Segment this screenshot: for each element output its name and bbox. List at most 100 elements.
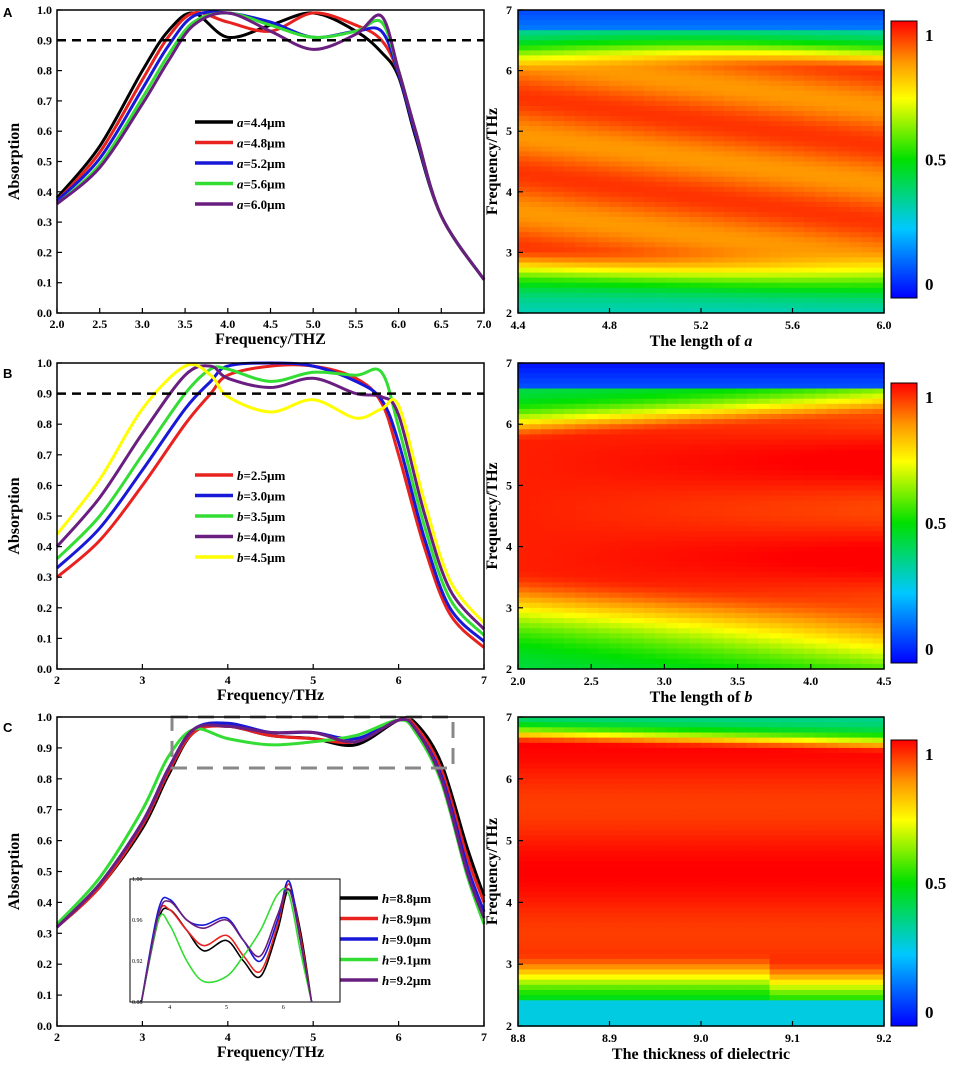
heat-cell (826, 35, 839, 41)
heat-cell (575, 618, 588, 624)
heat-cell (632, 232, 645, 238)
heat-cell (575, 297, 588, 304)
heat-cell (529, 536, 542, 543)
heat-cell (678, 201, 691, 208)
heat-cell (758, 151, 771, 157)
heat-cell (769, 414, 782, 420)
heat-cell (643, 106, 656, 112)
heat-cell (861, 257, 874, 263)
heat-cell (746, 378, 759, 384)
heat-cell (518, 907, 530, 914)
heat-cell (792, 50, 805, 56)
heat-cell (632, 773, 645, 780)
panel-letter: A (3, 5, 13, 20)
heat-cell (781, 116, 794, 122)
heat-cell (620, 943, 633, 950)
heat-cell (540, 747, 553, 754)
heat-cell (552, 974, 565, 981)
heat-cell (838, 393, 851, 400)
heat-cell (689, 292, 702, 299)
heat-cell (655, 768, 668, 775)
heat-cell (826, 597, 839, 604)
heat-cell (861, 408, 874, 415)
heat-cell (598, 592, 611, 599)
heat-cell (758, 638, 771, 645)
heat-cell (769, 378, 782, 384)
heat-cell (701, 272, 713, 279)
x-tick-label: 3 (139, 673, 145, 687)
heat-cell (689, 454, 702, 461)
panel-letter: B (3, 366, 12, 381)
heat-cell (552, 121, 565, 127)
heat-cell (758, 592, 771, 599)
heat-cell (689, 368, 702, 374)
heat-cell (678, 500, 691, 507)
heat-cell (586, 835, 599, 842)
heat-cell (815, 490, 828, 497)
heat-cell (643, 475, 656, 481)
heat-cell (815, 485, 828, 492)
heat-cell (620, 196, 633, 203)
heat-cell (598, 429, 611, 435)
heat-cell (518, 546, 530, 553)
heat-cell (689, 449, 702, 456)
heat-cell (563, 948, 576, 955)
heat-cell (529, 995, 542, 1001)
heat-cell (575, 176, 588, 183)
heat-cell (815, 40, 828, 46)
heat-cell (838, 136, 851, 142)
heat-cell (540, 773, 553, 780)
heat-cell (838, 262, 851, 269)
heat-cell (540, 217, 553, 223)
heat-cell (598, 495, 611, 502)
heat-cell (609, 60, 622, 67)
heat-cell (563, 206, 576, 213)
heat-cell (655, 758, 668, 764)
heat-cell (620, 55, 633, 61)
heat-cell (803, 408, 816, 415)
heat-cell (826, 131, 839, 137)
heat-cell (712, 30, 725, 36)
heat-cell (735, 206, 748, 213)
heat-cell (701, 201, 713, 208)
heat-cell (689, 480, 702, 486)
heat-cell (563, 393, 576, 400)
heat-cell (632, 990, 645, 996)
heat-cell (861, 373, 874, 379)
heat-cell (609, 633, 622, 639)
heat-cell (598, 55, 611, 61)
heat-cell (689, 429, 702, 435)
heat-cell (540, 398, 553, 405)
heat-cell (861, 531, 874, 537)
heat-cell (620, 638, 633, 645)
heat-cell (655, 470, 668, 476)
heat-cell (529, 449, 542, 456)
heat-cell (609, 643, 622, 650)
heat-cell (620, 612, 633, 619)
heat-cell (575, 516, 588, 522)
heat-cell (529, 866, 542, 873)
heat-cell (552, 111, 565, 117)
heat-cell (575, 663, 588, 670)
heat-cell (575, 876, 588, 883)
heat-cell (563, 80, 576, 87)
heat-cell (518, 840, 530, 847)
heat-cell (620, 10, 633, 16)
heat-cell (792, 277, 805, 284)
heat-cell (746, 618, 759, 624)
heat-cell (826, 95, 839, 102)
heat-cell (701, 247, 713, 253)
heat-cell (518, 928, 530, 934)
heat-cell (872, 121, 885, 127)
heat-cell (781, 536, 794, 543)
heat-cell (609, 623, 622, 629)
heat-cell (586, 171, 599, 178)
heat-cell (518, 449, 530, 456)
heat-cell (815, 633, 828, 639)
heat-cell (701, 176, 713, 183)
heat-cell (712, 247, 725, 253)
heat-cell (552, 835, 565, 842)
heat-cell (701, 75, 713, 82)
heat-cell (872, 267, 885, 274)
heat-cell (815, 30, 828, 36)
